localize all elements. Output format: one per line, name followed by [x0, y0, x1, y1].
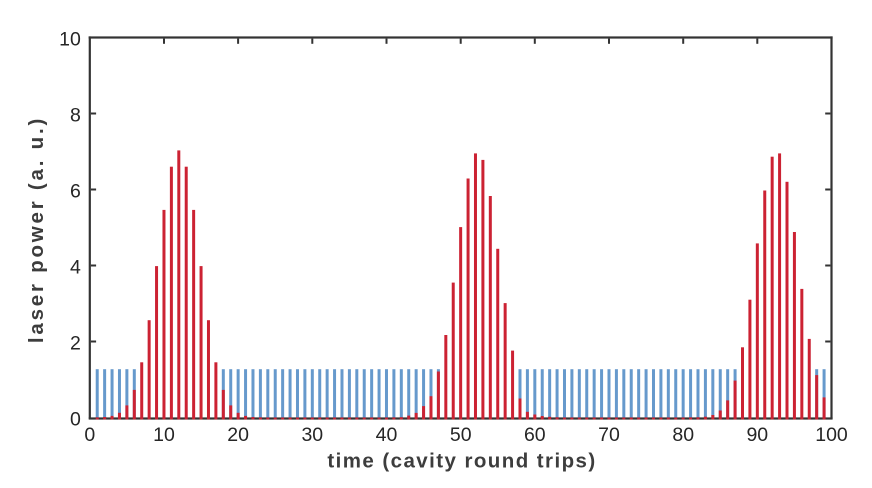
- svg-text:60: 60: [524, 424, 546, 446]
- svg-text:10: 10: [153, 424, 175, 446]
- svg-text:100: 100: [815, 424, 848, 446]
- svg-text:time (cavity round trips): time (cavity round trips): [327, 449, 596, 472]
- svg-text:0: 0: [70, 409, 81, 431]
- svg-text:laser power (a. u.): laser power (a. u.): [25, 116, 48, 343]
- svg-text:10: 10: [59, 29, 81, 51]
- svg-text:2: 2: [70, 333, 81, 355]
- svg-text:30: 30: [301, 424, 323, 446]
- svg-text:50: 50: [450, 424, 472, 446]
- svg-text:20: 20: [227, 424, 249, 446]
- svg-text:70: 70: [598, 424, 620, 446]
- svg-text:40: 40: [376, 424, 398, 446]
- svg-text:8: 8: [70, 105, 81, 127]
- svg-text:0: 0: [84, 424, 95, 446]
- svg-text:6: 6: [70, 181, 81, 203]
- svg-text:80: 80: [672, 424, 694, 446]
- svg-text:90: 90: [746, 424, 768, 446]
- svg-text:4: 4: [70, 257, 81, 279]
